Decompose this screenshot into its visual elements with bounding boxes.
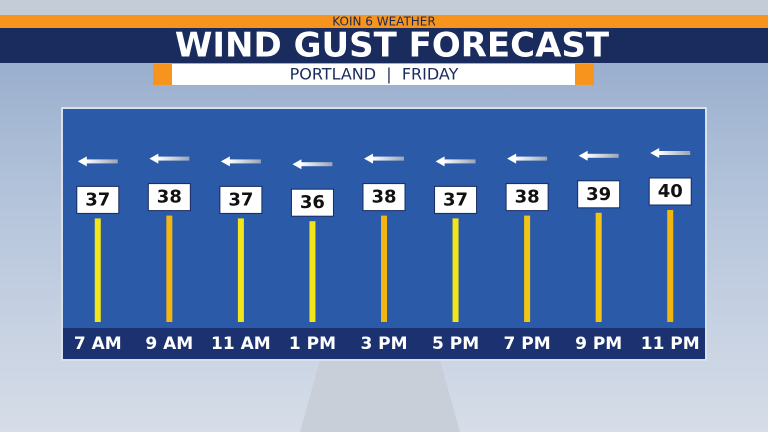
wind-arrow-head <box>364 153 373 164</box>
header-band <box>0 15 768 28</box>
x-tick-label: 7 AM <box>74 334 122 354</box>
value-box <box>147 183 191 212</box>
value-label: 37 <box>443 189 468 210</box>
subtitle-cap <box>153 64 172 85</box>
value-box <box>76 185 120 214</box>
value-label: 37 <box>228 189 253 210</box>
x-tick-label: 11 PM <box>641 334 700 354</box>
wind-arrow-head <box>650 148 660 158</box>
value-box <box>290 188 334 217</box>
x-tick-label: 9 PM <box>575 334 622 354</box>
wind-arrow-head <box>507 153 517 164</box>
value-box <box>577 180 621 209</box>
bar <box>309 221 316 322</box>
value-label: 38 <box>515 187 540 208</box>
wind-arrow-shaft <box>372 156 404 161</box>
wind-arrow-shaft <box>515 156 548 161</box>
x-tick-label: 5 PM <box>432 334 479 354</box>
value-label: 37 <box>85 189 110 210</box>
x-tick-label: 1 PM <box>289 334 336 354</box>
x-tick-label: 11 AM <box>211 334 271 354</box>
x-tick-label: 7 PM <box>504 334 551 354</box>
bar <box>381 215 387 322</box>
bar <box>166 215 173 322</box>
wind-arrow-shaft <box>443 159 476 164</box>
value-box <box>219 185 263 214</box>
subtitle-cap <box>575 64 594 85</box>
title-band <box>0 28 768 63</box>
value-box <box>362 183 406 212</box>
value-box <box>505 183 549 212</box>
wind-arrow-head <box>578 150 588 161</box>
wind-arrow-shaft <box>586 153 619 158</box>
value-label: 38 <box>371 187 396 208</box>
wind-arrow-head <box>77 156 87 167</box>
value-box <box>434 185 478 214</box>
value-label: 38 <box>157 187 182 208</box>
bar <box>595 212 602 322</box>
subtitle-box <box>153 64 594 85</box>
wind-arrow-shaft <box>300 162 333 167</box>
value-label: 40 <box>658 181 683 202</box>
bar <box>94 218 101 322</box>
wind-arrow-head <box>220 156 230 167</box>
top-band <box>0 0 768 15</box>
wind-arrow-shaft <box>85 159 118 164</box>
x-tick-label: 3 PM <box>360 334 407 354</box>
x-tick-label: 9 AM <box>145 334 193 354</box>
wind-arrow-shaft <box>658 151 691 155</box>
wind-arrow-head <box>435 156 445 167</box>
bar <box>667 210 674 322</box>
wind-arrow-head <box>149 153 159 164</box>
tower <box>300 360 460 432</box>
bar <box>237 218 244 322</box>
wind-arrow-shaft <box>228 159 261 164</box>
chart-title: WIND GUST FORECAST <box>175 26 610 66</box>
category-strip <box>63 328 705 359</box>
header: KOIN 6 WEATHER <box>332 15 435 29</box>
value-box <box>648 177 692 206</box>
bar <box>452 218 459 322</box>
wind-arrow-shaft <box>157 156 190 161</box>
wind-arrow-head <box>292 159 302 170</box>
value-label: 39 <box>586 184 611 205</box>
subtitle: PORTLAND | FRIDAY <box>290 65 459 84</box>
value-label: 36 <box>300 192 325 213</box>
bar <box>524 215 531 322</box>
